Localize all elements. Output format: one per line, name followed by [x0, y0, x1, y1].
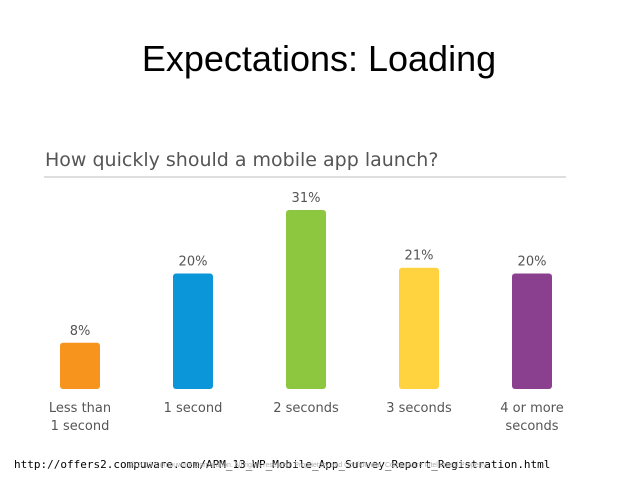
bar-value-label: 21% [405, 249, 434, 264]
source-url[interactable]: http://offers2.compuware.com/APM_13_WP_M… [14, 458, 551, 471]
category-label: 1 second [164, 401, 223, 416]
bar-value-label: 31% [292, 191, 321, 206]
bar-value-label: 20% [518, 255, 547, 270]
bar-2 [173, 273, 213, 389]
category-label: 2 seconds [273, 401, 339, 416]
bar-3 [286, 210, 326, 389]
bar-1 [60, 342, 100, 389]
category-label: 4 or more [500, 401, 564, 416]
bar-value-label: 20% [179, 255, 208, 270]
bar-value-label: 8% [70, 324, 91, 339]
category-label: 1 second [51, 419, 110, 434]
category-label: Less than [49, 401, 111, 416]
bar-4 [399, 267, 439, 389]
copyright-footer: © 2013 Compuware Corporation. All rights… [130, 462, 488, 469]
category-label: seconds [505, 419, 558, 434]
bar-5 [512, 273, 552, 389]
category-label: 3 seconds [386, 401, 452, 416]
chart-title: How quickly should a mobile app launch? [45, 149, 438, 171]
slide-title: Expectations: Loading [141, 38, 497, 79]
bars-layer: 8% Less than 1 second 20% 1 second 31% 2 secon… [49, 191, 564, 434]
